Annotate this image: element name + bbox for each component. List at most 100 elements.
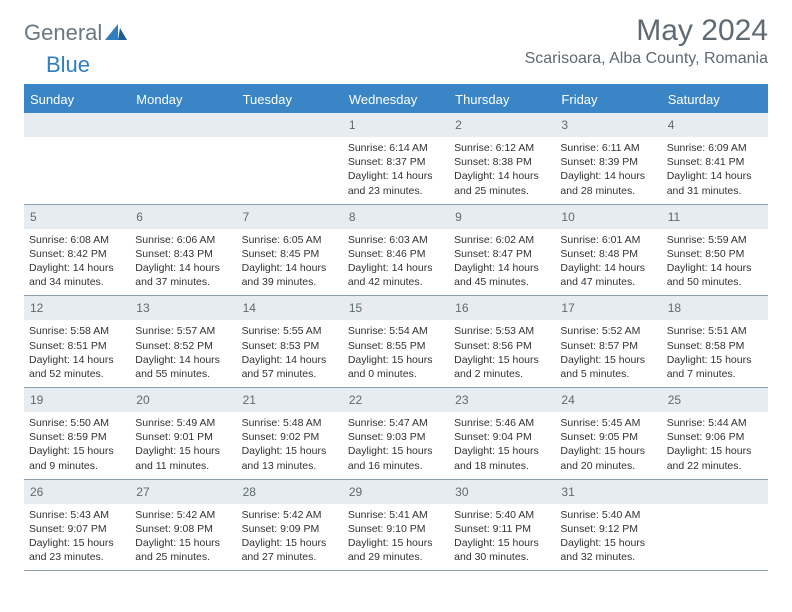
day-body: Sunrise: 5:45 AMSunset: 9:05 PMDaylight:… [555, 412, 661, 479]
daylight-line: Daylight: 14 hours and 42 minutes. [348, 261, 444, 289]
day-body [24, 137, 130, 147]
day-cell: 29Sunrise: 5:41 AMSunset: 9:10 PMDayligh… [343, 480, 449, 571]
daylight-line: Daylight: 14 hours and 50 minutes. [667, 261, 763, 289]
sunset-line: Sunset: 8:38 PM [454, 155, 550, 169]
day-body: Sunrise: 6:01 AMSunset: 8:48 PMDaylight:… [555, 229, 661, 296]
day-number [243, 118, 246, 132]
day-number: 31 [561, 485, 574, 499]
daylight-line: Daylight: 15 hours and 23 minutes. [29, 536, 125, 564]
day-body [237, 137, 343, 147]
sunset-line: Sunset: 9:02 PM [242, 430, 338, 444]
day-number: 12 [30, 301, 43, 315]
sunrise-line: Sunrise: 5:53 AM [454, 324, 550, 338]
daylight-line: Daylight: 14 hours and 23 minutes. [348, 169, 444, 197]
brand-text-blue: Blue [46, 52, 90, 78]
sunset-line: Sunset: 8:56 PM [454, 339, 550, 353]
daylight-line: Daylight: 14 hours and 31 minutes. [667, 169, 763, 197]
day-cell: 25Sunrise: 5:44 AMSunset: 9:06 PMDayligh… [662, 388, 768, 479]
day-number [30, 118, 33, 132]
daylight-line: Daylight: 15 hours and 13 minutes. [242, 444, 338, 472]
sunset-line: Sunset: 9:05 PM [560, 430, 656, 444]
day-body [130, 137, 236, 147]
sunrise-line: Sunrise: 5:42 AM [242, 508, 338, 522]
sunset-line: Sunset: 9:11 PM [454, 522, 550, 536]
sunrise-line: Sunrise: 5:54 AM [348, 324, 444, 338]
weekday-header-row: Sunday Monday Tuesday Wednesday Thursday… [24, 86, 768, 113]
day-number-bar: 5 [24, 205, 130, 229]
day-number: 2 [455, 118, 462, 132]
day-number: 13 [136, 301, 149, 315]
day-number: 9 [455, 210, 462, 224]
daylight-line: Daylight: 14 hours and 28 minutes. [560, 169, 656, 197]
daylight-line: Daylight: 15 hours and 2 minutes. [454, 353, 550, 381]
day-number: 27 [136, 485, 149, 499]
day-number-bar [24, 113, 130, 137]
sunrise-line: Sunrise: 5:52 AM [560, 324, 656, 338]
week-row: 19Sunrise: 5:50 AMSunset: 8:59 PMDayligh… [24, 388, 768, 480]
sunset-line: Sunset: 8:39 PM [560, 155, 656, 169]
day-cell: 14 Sunrise: 5:55 AMSunset: 8:53 PMDayligh… [237, 296, 343, 387]
day-number: 15 [349, 301, 362, 315]
day-cell: 13 Sunrise: 5:57 AMSunset: 8:52 PMDayligh… [130, 296, 236, 387]
day-number: 26 [30, 485, 43, 499]
day-cell: 12 Sunrise: 5:58 AMSunset: 8:51 PMDayligh… [24, 296, 130, 387]
day-number: 10 [561, 210, 574, 224]
sunset-line: Sunset: 9:12 PM [560, 522, 656, 536]
sunset-line: Sunset: 8:58 PM [667, 339, 763, 353]
day-number: 20 [136, 393, 149, 407]
day-number-bar: 4 [662, 113, 768, 137]
sunset-line: Sunset: 9:01 PM [135, 430, 231, 444]
day-number: 6 [136, 210, 143, 224]
day-number-bar: 27 [130, 480, 236, 504]
daylight-line: Daylight: 14 hours and 34 minutes. [29, 261, 125, 289]
day-cell [237, 113, 343, 204]
day-body: Sunrise: 5:51 AMSunset: 8:58 PMDaylight:… [662, 320, 768, 387]
day-number-bar [237, 113, 343, 137]
day-number: 3 [561, 118, 568, 132]
day-number: 11 [668, 210, 680, 224]
daylight-line: Daylight: 14 hours and 55 minutes. [135, 353, 231, 381]
day-number: 5 [30, 210, 37, 224]
day-body: Sunrise: 5:58 AMSunset: 8:51 PMDaylight:… [24, 320, 130, 387]
day-body: Sunrise: 5:59 AMSunset: 8:50 PMDaylight:… [662, 229, 768, 296]
sunrise-line: Sunrise: 5:48 AM [242, 416, 338, 430]
sunrise-line: Sunrise: 5:45 AM [560, 416, 656, 430]
sunrise-line: Sunrise: 5:57 AM [135, 324, 231, 338]
daylight-line: Daylight: 15 hours and 30 minutes. [454, 536, 550, 564]
day-number-bar: 8 [343, 205, 449, 229]
day-number: 14 [243, 301, 256, 315]
day-body: Sunrise: 5:53 AMSunset: 8:56 PMDaylight:… [449, 320, 555, 387]
sunrise-line: Sunrise: 5:40 AM [560, 508, 656, 522]
day-cell: 6Sunrise: 6:06 AMSunset: 8:43 PMDaylight… [130, 205, 236, 296]
weekday-wednesday: Wednesday [343, 86, 449, 113]
week-row: 1Sunrise: 6:14 AMSunset: 8:37 PMDaylight… [24, 113, 768, 205]
day-cell: 22Sunrise: 5:47 AMSunset: 9:03 PMDayligh… [343, 388, 449, 479]
sunrise-line: Sunrise: 5:59 AM [667, 233, 763, 247]
weeks-container: 1Sunrise: 6:14 AMSunset: 8:37 PMDaylight… [24, 113, 768, 571]
weekday-saturday: Saturday [662, 86, 768, 113]
day-cell [24, 113, 130, 204]
day-number-bar: 17 [555, 296, 661, 320]
day-body: Sunrise: 5:41 AMSunset: 9:10 PMDaylight:… [343, 504, 449, 571]
sunset-line: Sunset: 8:47 PM [454, 247, 550, 261]
day-number: 21 [243, 393, 256, 407]
daylight-line: Daylight: 15 hours and 22 minutes. [667, 444, 763, 472]
day-number-bar: 26 [24, 480, 130, 504]
day-number: 18 [668, 301, 681, 315]
sunrise-line: Sunrise: 6:02 AM [454, 233, 550, 247]
brand-triangle-icon [105, 22, 127, 45]
day-body: Sunrise: 5:47 AMSunset: 9:03 PMDaylight:… [343, 412, 449, 479]
sunrise-line: Sunrise: 6:05 AM [242, 233, 338, 247]
sunrise-line: Sunrise: 5:58 AM [29, 324, 125, 338]
sunrise-line: Sunrise: 6:06 AM [135, 233, 231, 247]
day-body: Sunrise: 5:57 AMSunset: 8:52 PMDaylight:… [130, 320, 236, 387]
day-body: Sunrise: 5:42 AMSunset: 9:08 PMDaylight:… [130, 504, 236, 571]
day-number-bar: 6 [130, 205, 236, 229]
day-number-bar [662, 480, 768, 504]
sunrise-line: Sunrise: 5:40 AM [454, 508, 550, 522]
day-cell: 11 Sunrise: 5:59 AMSunset: 8:50 PMDayligh… [662, 205, 768, 296]
sunrise-line: Sunrise: 5:51 AM [667, 324, 763, 338]
daylight-line: Daylight: 15 hours and 18 minutes. [454, 444, 550, 472]
calendar-grid: Sunday Monday Tuesday Wednesday Thursday… [24, 84, 768, 571]
day-body: Sunrise: 5:55 AMSunset: 8:53 PMDaylight:… [237, 320, 343, 387]
